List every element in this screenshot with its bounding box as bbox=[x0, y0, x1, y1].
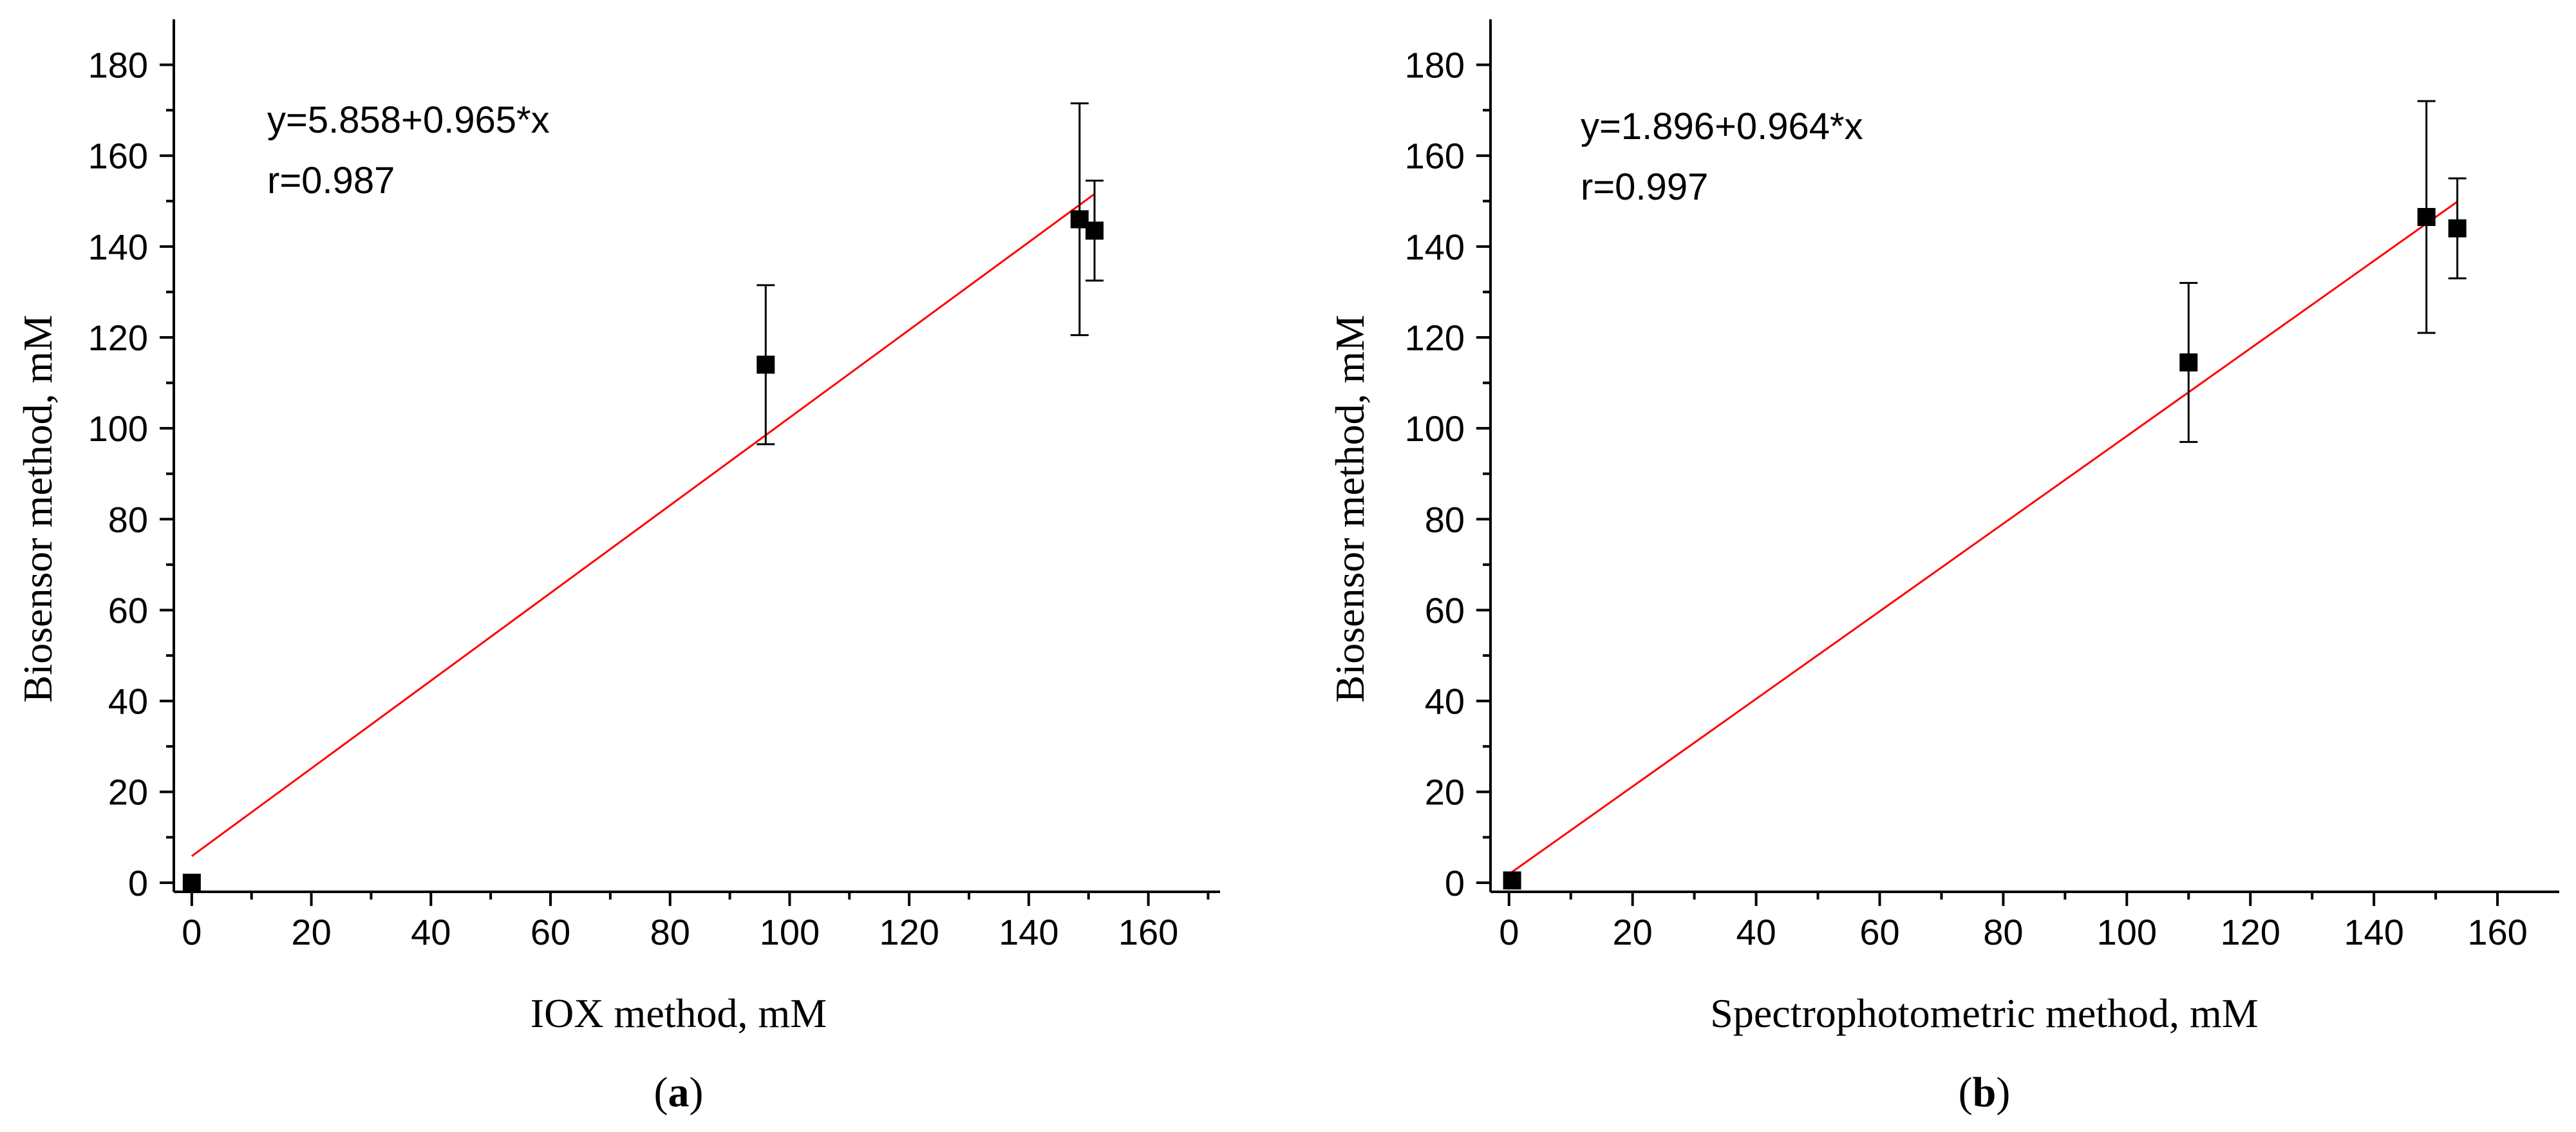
chart-a-y-tick-label: 100 bbox=[88, 408, 148, 449]
chart-b-y-tick-label: 60 bbox=[1425, 590, 1465, 630]
chart-b-y-tick-label: 140 bbox=[1405, 227, 1465, 267]
chart-b-y-tick-label: 160 bbox=[1405, 136, 1465, 176]
chart-b-x-tick-label: 20 bbox=[1613, 912, 1653, 952]
chart-b-x-tick-label: 0 bbox=[1499, 912, 1519, 952]
chart-a-panel-label: (a) bbox=[654, 1069, 704, 1116]
chart-b-x-tick-label: 160 bbox=[2467, 912, 2527, 952]
chart-a-x-tick-label: 120 bbox=[879, 912, 939, 952]
chart-a-y-tick-label: 120 bbox=[88, 317, 148, 358]
chart-b-y-tick-label: 100 bbox=[1405, 408, 1465, 449]
chart-a-x-tick-label: 80 bbox=[650, 912, 690, 952]
chart-a-y-tick-label: 0 bbox=[128, 863, 148, 903]
chart-a-marks: 0 20 40 60 80 100 120 140 160 0 20 40 60 80 100 120 140 1… bbox=[88, 19, 1220, 952]
chart-b-y-tick-label: 80 bbox=[1425, 499, 1465, 540]
chart-a-y-tick-label: 140 bbox=[88, 227, 148, 267]
chart-b-y-axis-title: Biosensor method, mM bbox=[1327, 315, 1373, 703]
chart-b-data-point bbox=[2448, 219, 2467, 238]
chart-a-x-tick-label: 140 bbox=[999, 912, 1058, 952]
chart-b-y-tick-label: 0 bbox=[1445, 863, 1465, 903]
chart-b-x-tick-label: 100 bbox=[2097, 912, 2157, 952]
chart-b-data-point bbox=[2179, 353, 2198, 372]
chart-a-y-tick-label: 80 bbox=[108, 499, 148, 540]
chart-b-panel-label: (b) bbox=[1959, 1069, 2011, 1116]
chart-a-x-tick-label: 0 bbox=[182, 912, 202, 952]
chart-a-r-value: r=0.987 bbox=[267, 160, 395, 202]
chart-a-equation: y=5.858+0.965*x bbox=[267, 99, 550, 141]
chart-b-data-point bbox=[2417, 207, 2436, 226]
chart-a-x-axis-title: IOX method, mM bbox=[531, 990, 827, 1036]
chart-a-y-tick-label: 160 bbox=[88, 136, 148, 176]
chart-a-y-axis-title: Biosensor method, mM bbox=[15, 315, 61, 703]
chart-a-x-tick-label: 20 bbox=[291, 912, 331, 952]
chart-b-x-tick-label: 40 bbox=[1736, 912, 1776, 952]
chart-a-x-tick-label: 60 bbox=[531, 912, 570, 952]
chart-a-y-tick-label: 40 bbox=[108, 681, 148, 722]
chart-a-y-tick-label: 60 bbox=[108, 590, 148, 630]
chart-b-regression-line bbox=[1508, 200, 2458, 875]
chart-b-data-point bbox=[1503, 871, 1521, 890]
chart-b-panel-letter: b bbox=[1973, 1069, 1997, 1116]
chart-b-marks: 0 20 40 60 80 100 120 140 160 0 20 40 60 80 100 120 140 1… bbox=[1405, 19, 2559, 952]
chart-b-r-value: r=0.997 bbox=[1581, 166, 1708, 208]
chart-b-x-tick-label: 120 bbox=[2221, 912, 2280, 952]
chart-a-data-point bbox=[182, 873, 201, 892]
chart-panel-a: 0 20 40 60 80 100 120 140 160 0 20 40 60 80 100 120 140 1… bbox=[15, 19, 1220, 1116]
chart-a-panel-letter: a bbox=[668, 1069, 690, 1116]
chart-a-x-tick-label: 160 bbox=[1118, 912, 1178, 952]
chart-b-y-tick-label: 180 bbox=[1405, 45, 1465, 86]
chart-a-data-point bbox=[1086, 222, 1104, 240]
chart-a-x-tick-label: 100 bbox=[760, 912, 820, 952]
chart-a-y-tick-label: 180 bbox=[88, 45, 148, 86]
chart-a-x-tick-label: 40 bbox=[411, 912, 451, 952]
chart-panel-b: 0 20 40 60 80 100 120 140 160 0 20 40 60 80 100 120 140 1… bbox=[1327, 19, 2559, 1116]
chart-b-equation: y=1.896+0.964*x bbox=[1581, 106, 1863, 147]
chart-b-y-tick-label: 120 bbox=[1405, 317, 1465, 358]
chart-b-x-tick-label: 140 bbox=[2344, 912, 2403, 952]
chart-b-x-axis-title: Spectrophotometric method, mM bbox=[1710, 990, 2258, 1036]
chart-b-x-tick-label: 80 bbox=[1983, 912, 2023, 952]
chart-b-y-tick-label: 20 bbox=[1425, 772, 1465, 813]
chart-b-y-tick-label: 40 bbox=[1425, 681, 1465, 722]
chart-b-x-tick-label: 60 bbox=[1859, 912, 1899, 952]
chart-a-data-point bbox=[757, 355, 775, 374]
chart-a-regression-line bbox=[191, 193, 1095, 857]
chart-a-y-tick-label: 20 bbox=[108, 772, 148, 813]
